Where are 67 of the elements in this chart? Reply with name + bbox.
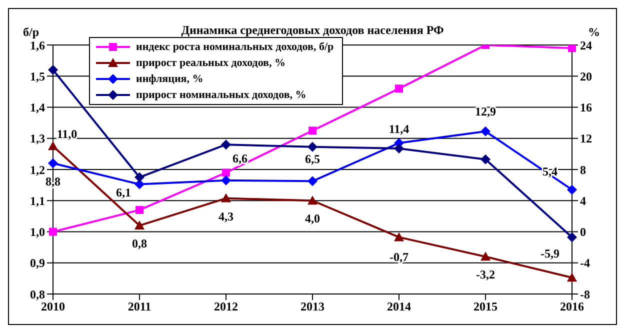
y2-tick-label: 8 [580, 162, 586, 177]
point [480, 252, 490, 261]
data-label: -0,7 [390, 250, 408, 264]
y2-tick-label: 16 [580, 100, 592, 115]
y2-tick-label: 20 [580, 69, 592, 84]
y-tick-label: 1,6 [30, 38, 45, 52]
point [308, 142, 318, 152]
x-tick-label: 2014 [387, 300, 411, 314]
y2-tick-label: 12 [580, 132, 592, 146]
data-label: 0,8 [132, 236, 147, 251]
data-label: 4,3 [218, 209, 234, 224]
data-label: 11,4 [388, 122, 410, 136]
point [221, 140, 231, 150]
data-label: 4,0 [305, 212, 320, 226]
x-tick-label: 2016 [560, 300, 584, 314]
legend-label: индекс роста номинальных доходов, б/р [136, 41, 334, 53]
data-label: 6,5 [305, 152, 320, 166]
point [567, 272, 577, 282]
y2-tick-label: -4 [580, 256, 590, 270]
y2-tick-label: 0 [580, 225, 586, 240]
y-tick-label: 1,2 [30, 162, 45, 177]
point [568, 45, 576, 52]
point [134, 220, 144, 230]
x-tick-label: 2015 [474, 300, 498, 314]
y-tick-label: 1,1 [30, 194, 45, 208]
data-label: 11,0 [56, 127, 78, 142]
y-tick-label: 1,5 [30, 69, 45, 84]
point [394, 143, 404, 154]
x-tick-label: 2012 [214, 300, 238, 314]
data-label: 6,1 [116, 185, 131, 200]
point [308, 176, 318, 186]
y2-tick-label: -8 [580, 287, 590, 302]
point [136, 206, 144, 214]
x-tick-label: 2013 [300, 300, 324, 314]
point [48, 141, 58, 150]
legend-label: прирост реальных доходов, % [136, 57, 286, 69]
point [134, 179, 144, 190]
y2-tick-label: 24 [580, 38, 592, 52]
point [49, 228, 57, 236]
y2-axis-title: % [588, 25, 600, 40]
y-axis-title: б/р [23, 25, 40, 40]
point [221, 175, 231, 186]
point [394, 232, 404, 242]
x-tick-label: 2010 [41, 300, 65, 314]
data-label: 6,6 [232, 151, 248, 166]
y2-tick-label: 4 [580, 194, 586, 208]
y-tick-label: 1,3 [30, 132, 45, 146]
y-tick-label: 0,9 [30, 256, 45, 270]
y-tick-label: 1,4 [30, 100, 45, 115]
chart-title: Динамика среднегодовых доходов населения РФ [181, 23, 444, 37]
point [134, 172, 144, 182]
point [308, 126, 316, 135]
x-tick-label: 2011 [128, 300, 152, 314]
point [395, 84, 403, 93]
point [480, 154, 490, 164]
point [567, 184, 577, 195]
legend-label: прирост номинальных доходов, % [136, 89, 306, 101]
data-label: -3,2 [476, 268, 495, 282]
point [480, 126, 490, 136]
point [222, 168, 230, 177]
y-tick-label: 0,8 [30, 287, 45, 302]
y-tick-label: 1,0 [30, 225, 45, 240]
data-label: -5,9 [540, 246, 560, 261]
point [221, 193, 231, 202]
point [308, 196, 318, 205]
data-label: 12,9 [475, 104, 496, 118]
legend-label: инфляция, % [136, 73, 204, 85]
